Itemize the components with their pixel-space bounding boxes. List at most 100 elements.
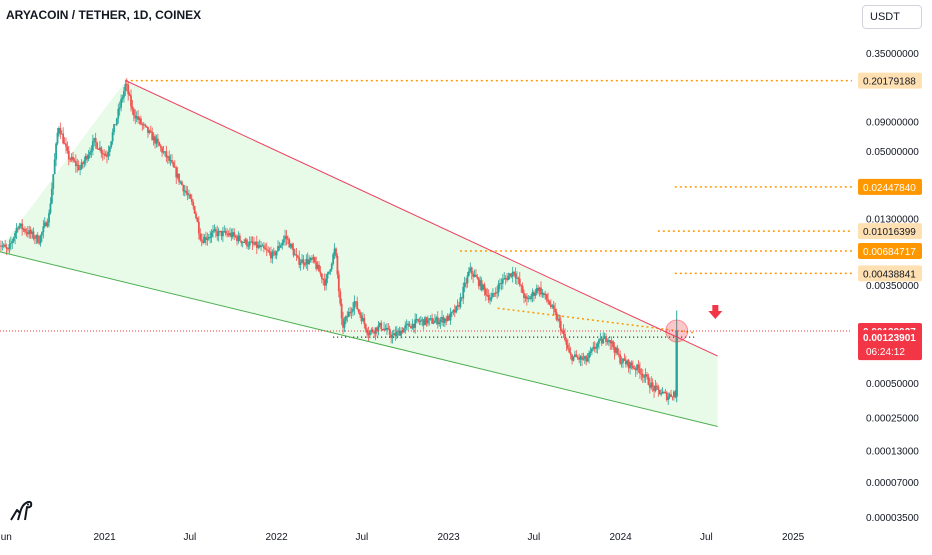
x-tick-label-0: Jun: [0, 532, 12, 543]
candle-body: [48, 213, 50, 223]
candle-body: [57, 133, 59, 144]
candle-body: [575, 354, 577, 357]
candle-body: [235, 236, 237, 237]
candle-body: [652, 383, 654, 387]
candle-body: [530, 296, 532, 299]
candle-body: [100, 148, 102, 153]
candle-body: [21, 224, 23, 230]
x-tick-label-1: 2021: [93, 532, 116, 543]
candle-body: [263, 246, 265, 249]
candle-body: [321, 274, 323, 279]
candle-body: [247, 246, 249, 247]
candle-body: [42, 226, 44, 232]
candle-body: [621, 363, 623, 364]
symbol-title: ARYACOIN / TETHER, 1D, COINEX: [6, 8, 201, 22]
candle-body: [201, 240, 203, 241]
candle-body: [199, 234, 201, 240]
candle-body: [468, 271, 470, 275]
candle-body: [182, 185, 184, 191]
candle-body: [582, 359, 584, 360]
candle-body: [51, 189, 53, 204]
candle-body: [325, 278, 327, 285]
candle-body: [646, 374, 648, 376]
candle-body: [670, 394, 672, 396]
candle-body: [59, 128, 61, 134]
candle-body: [68, 151, 70, 159]
candle-body: [24, 229, 26, 232]
candle-body: [41, 232, 43, 235]
candle-body: [123, 91, 125, 98]
candle-body: [157, 139, 159, 142]
candle-body: [564, 334, 566, 340]
candle-body: [280, 245, 282, 247]
candle-body: [365, 324, 367, 330]
candle-body: [13, 238, 15, 241]
level-label-4: 0.00438841: [863, 269, 916, 280]
candle-body: [356, 301, 358, 309]
candle-body: [209, 237, 211, 238]
candle-body: [281, 243, 283, 246]
y-tick-label-6: 0.00050000: [866, 379, 919, 390]
candle-body: [427, 320, 429, 324]
y-tick-label-5: 0.00350000: [866, 281, 919, 292]
candle-body: [378, 326, 380, 332]
x-tick-label-4: Jul: [356, 532, 369, 543]
candle-body: [337, 256, 339, 274]
candle-body: [194, 206, 196, 213]
candle-body: [513, 272, 515, 274]
candle-body: [631, 362, 633, 366]
candle-body: [339, 291, 341, 303]
y-tick-label-9: 0.00007000: [866, 478, 919, 489]
candle-body: [127, 84, 129, 94]
candle-body: [623, 358, 625, 360]
candle-body: [380, 323, 382, 329]
countdown-label: 06:24:12: [866, 347, 905, 358]
candle-body: [632, 366, 634, 368]
candle-body: [110, 141, 112, 147]
candle-body: [455, 306, 457, 312]
candle-body: [89, 152, 91, 155]
currency-button[interactable]: USDT: [862, 5, 922, 29]
candle-body: [222, 231, 224, 236]
candle-body: [667, 397, 669, 400]
candle-body: [174, 167, 176, 168]
candle-body: [195, 213, 197, 217]
x-tick-label-9: 2025: [782, 532, 805, 543]
candle-body: [471, 268, 473, 274]
candle-body: [233, 232, 235, 235]
candle-body: [293, 248, 295, 255]
candle-body: [433, 323, 435, 324]
candle-body: [502, 279, 504, 283]
candle-body: [198, 222, 200, 234]
candle-body: [438, 322, 440, 324]
candle-body: [211, 233, 213, 237]
candle-body: [246, 240, 248, 246]
level-label-0: 0.20179188: [863, 77, 916, 88]
candle-body: [363, 318, 365, 324]
candle-body: [638, 365, 640, 369]
candle-body: [267, 250, 269, 251]
close-price-label: 0.00123901: [863, 333, 916, 344]
candle-body: [591, 349, 593, 352]
candle-body: [173, 162, 175, 166]
candle-body: [607, 341, 609, 342]
candle-body: [308, 260, 310, 264]
candle-body: [414, 319, 416, 327]
candle-body: [660, 394, 662, 395]
candle-body: [18, 226, 20, 229]
candle-body: [587, 358, 589, 361]
candle-body: [484, 285, 486, 290]
candle-body: [271, 252, 273, 259]
y-tick-label-10: 0.00003500: [866, 513, 919, 524]
breakout-circle: [666, 320, 688, 342]
candle-body: [117, 109, 119, 119]
candle-body: [489, 299, 491, 300]
candle-body: [105, 154, 107, 156]
candle-body: [140, 118, 142, 124]
candle-body: [314, 257, 316, 262]
y-tick-label-8: 0.00013000: [866, 447, 919, 458]
candle-body: [79, 169, 81, 170]
candle-body: [656, 386, 658, 387]
candle-body: [287, 238, 289, 239]
